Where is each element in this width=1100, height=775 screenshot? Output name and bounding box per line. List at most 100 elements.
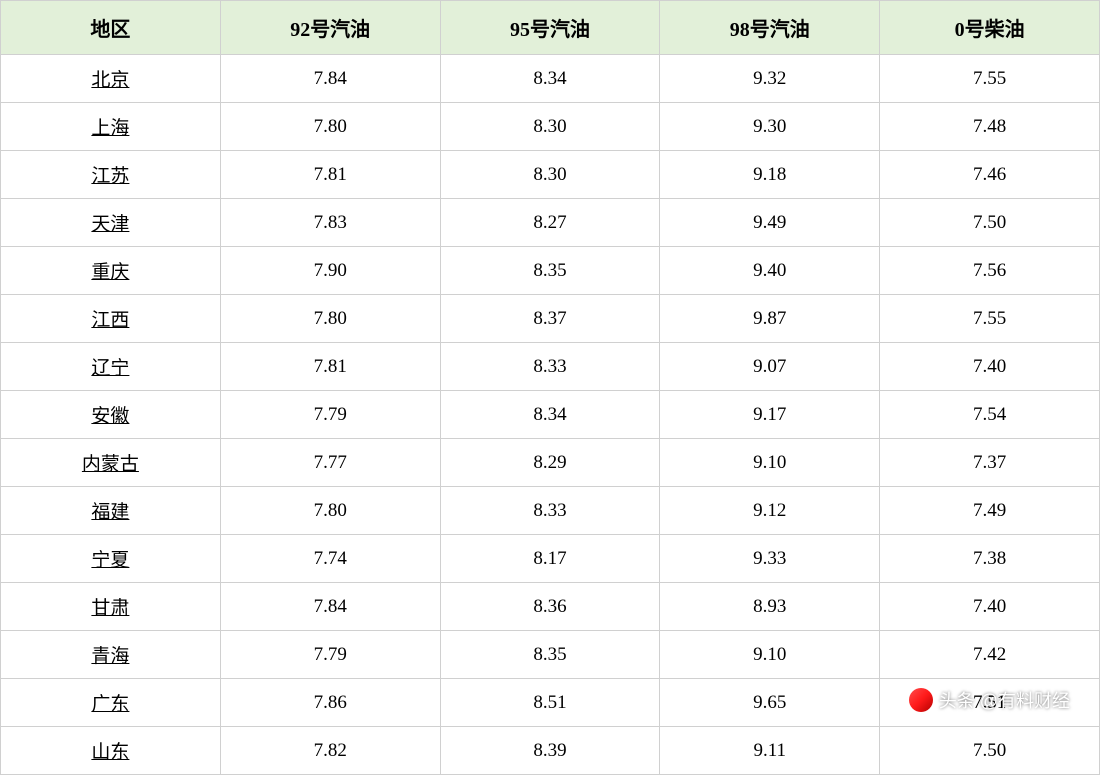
price-cell: 8.37 <box>440 295 660 343</box>
col-header-92: 92号汽油 <box>220 1 440 55</box>
price-cell: 7.50 <box>880 727 1100 775</box>
price-cell: 7.77 <box>220 439 440 487</box>
table-row: 江西7.808.379.877.55 <box>1 295 1100 343</box>
region-cell: 甘肃 <box>1 583 221 631</box>
price-cell: 9.30 <box>660 103 880 151</box>
price-cell: 7.81 <box>220 343 440 391</box>
price-cell: 9.11 <box>660 727 880 775</box>
price-cell: 7.82 <box>220 727 440 775</box>
price-cell: 7.38 <box>880 535 1100 583</box>
table-row: 宁夏7.748.179.337.38 <box>1 535 1100 583</box>
price-cell: 9.87 <box>660 295 880 343</box>
region-cell: 北京 <box>1 55 221 103</box>
table-row: 福建7.808.339.127.49 <box>1 487 1100 535</box>
price-cell: 7.79 <box>220 631 440 679</box>
price-cell: 8.30 <box>440 151 660 199</box>
price-cell: 8.33 <box>440 487 660 535</box>
price-cell: 8.34 <box>440 391 660 439</box>
price-cell: 7.37 <box>880 439 1100 487</box>
col-header-region: 地区 <box>1 1 221 55</box>
region-cell: 辽宁 <box>1 343 221 391</box>
price-cell: 7.42 <box>880 631 1100 679</box>
table-row: 安徽7.798.349.177.54 <box>1 391 1100 439</box>
toutiao-logo-icon <box>909 688 933 712</box>
price-cell: 7.84 <box>220 583 440 631</box>
col-header-98: 98号汽油 <box>660 1 880 55</box>
price-cell: 7.54 <box>880 391 1100 439</box>
region-cell: 福建 <box>1 487 221 535</box>
region-cell: 宁夏 <box>1 535 221 583</box>
region-cell: 江西 <box>1 295 221 343</box>
price-cell: 9.33 <box>660 535 880 583</box>
region-cell: 重庆 <box>1 247 221 295</box>
price-cell: 7.40 <box>880 343 1100 391</box>
price-cell: 7.74 <box>220 535 440 583</box>
price-cell: 9.17 <box>660 391 880 439</box>
price-cell: 7.80 <box>220 295 440 343</box>
price-cell: 8.34 <box>440 55 660 103</box>
price-cell: 7.79 <box>220 391 440 439</box>
region-cell: 江苏 <box>1 151 221 199</box>
price-cell: 8.36 <box>440 583 660 631</box>
price-cell: 7.48 <box>880 103 1100 151</box>
price-cell: 9.40 <box>660 247 880 295</box>
price-cell: 7.84 <box>220 55 440 103</box>
price-cell: 9.10 <box>660 631 880 679</box>
region-cell: 山东 <box>1 727 221 775</box>
price-cell: 7.80 <box>220 103 440 151</box>
col-header-95: 95号汽油 <box>440 1 660 55</box>
region-cell: 青海 <box>1 631 221 679</box>
table-row: 天津7.838.279.497.50 <box>1 199 1100 247</box>
price-cell: 7.90 <box>220 247 440 295</box>
table-row: 山东7.828.399.117.50 <box>1 727 1100 775</box>
price-cell: 9.49 <box>660 199 880 247</box>
price-cell: 8.29 <box>440 439 660 487</box>
price-cell: 7.49 <box>880 487 1100 535</box>
table-row: 重庆7.908.359.407.56 <box>1 247 1100 295</box>
table-row: 青海7.798.359.107.42 <box>1 631 1100 679</box>
price-cell: 8.27 <box>440 199 660 247</box>
price-cell: 9.07 <box>660 343 880 391</box>
table-row: 上海7.808.309.307.48 <box>1 103 1100 151</box>
table-body: 北京7.848.349.327.55上海7.808.309.307.48江苏7.… <box>1 55 1100 775</box>
price-cell: 9.65 <box>660 679 880 727</box>
price-cell: 8.35 <box>440 247 660 295</box>
watermark: 头条 @有料财经 <box>909 687 1070 713</box>
price-cell: 9.32 <box>660 55 880 103</box>
region-cell: 广东 <box>1 679 221 727</box>
price-cell: 8.35 <box>440 631 660 679</box>
price-cell: 9.10 <box>660 439 880 487</box>
price-cell: 9.12 <box>660 487 880 535</box>
price-cell: 8.17 <box>440 535 660 583</box>
watermark-text: 头条 @有料财经 <box>939 687 1070 713</box>
header-row: 地区 92号汽油 95号汽油 98号汽油 0号柴油 <box>1 1 1100 55</box>
price-cell: 7.81 <box>220 151 440 199</box>
price-cell: 8.93 <box>660 583 880 631</box>
price-cell: 8.39 <box>440 727 660 775</box>
table-row: 北京7.848.349.327.55 <box>1 55 1100 103</box>
region-cell: 上海 <box>1 103 221 151</box>
table-row: 辽宁7.818.339.077.40 <box>1 343 1100 391</box>
price-cell: 7.56 <box>880 247 1100 295</box>
price-cell: 7.40 <box>880 583 1100 631</box>
region-cell: 安徽 <box>1 391 221 439</box>
price-cell: 9.18 <box>660 151 880 199</box>
price-cell: 7.55 <box>880 55 1100 103</box>
table-header: 地区 92号汽油 95号汽油 98号汽油 0号柴油 <box>1 1 1100 55</box>
price-cell: 7.83 <box>220 199 440 247</box>
price-cell: 7.80 <box>220 487 440 535</box>
price-cell: 8.51 <box>440 679 660 727</box>
table-row: 江苏7.818.309.187.46 <box>1 151 1100 199</box>
region-cell: 内蒙古 <box>1 439 221 487</box>
fuel-price-table: 地区 92号汽油 95号汽油 98号汽油 0号柴油 北京7.848.349.32… <box>0 0 1100 775</box>
table-row: 内蒙古7.778.299.107.37 <box>1 439 1100 487</box>
price-cell: 7.55 <box>880 295 1100 343</box>
region-cell: 天津 <box>1 199 221 247</box>
price-cell: 8.30 <box>440 103 660 151</box>
col-header-0: 0号柴油 <box>880 1 1100 55</box>
price-cell: 7.86 <box>220 679 440 727</box>
price-cell: 8.33 <box>440 343 660 391</box>
price-cell: 7.50 <box>880 199 1100 247</box>
table-row: 甘肃7.848.368.937.40 <box>1 583 1100 631</box>
price-cell: 7.46 <box>880 151 1100 199</box>
